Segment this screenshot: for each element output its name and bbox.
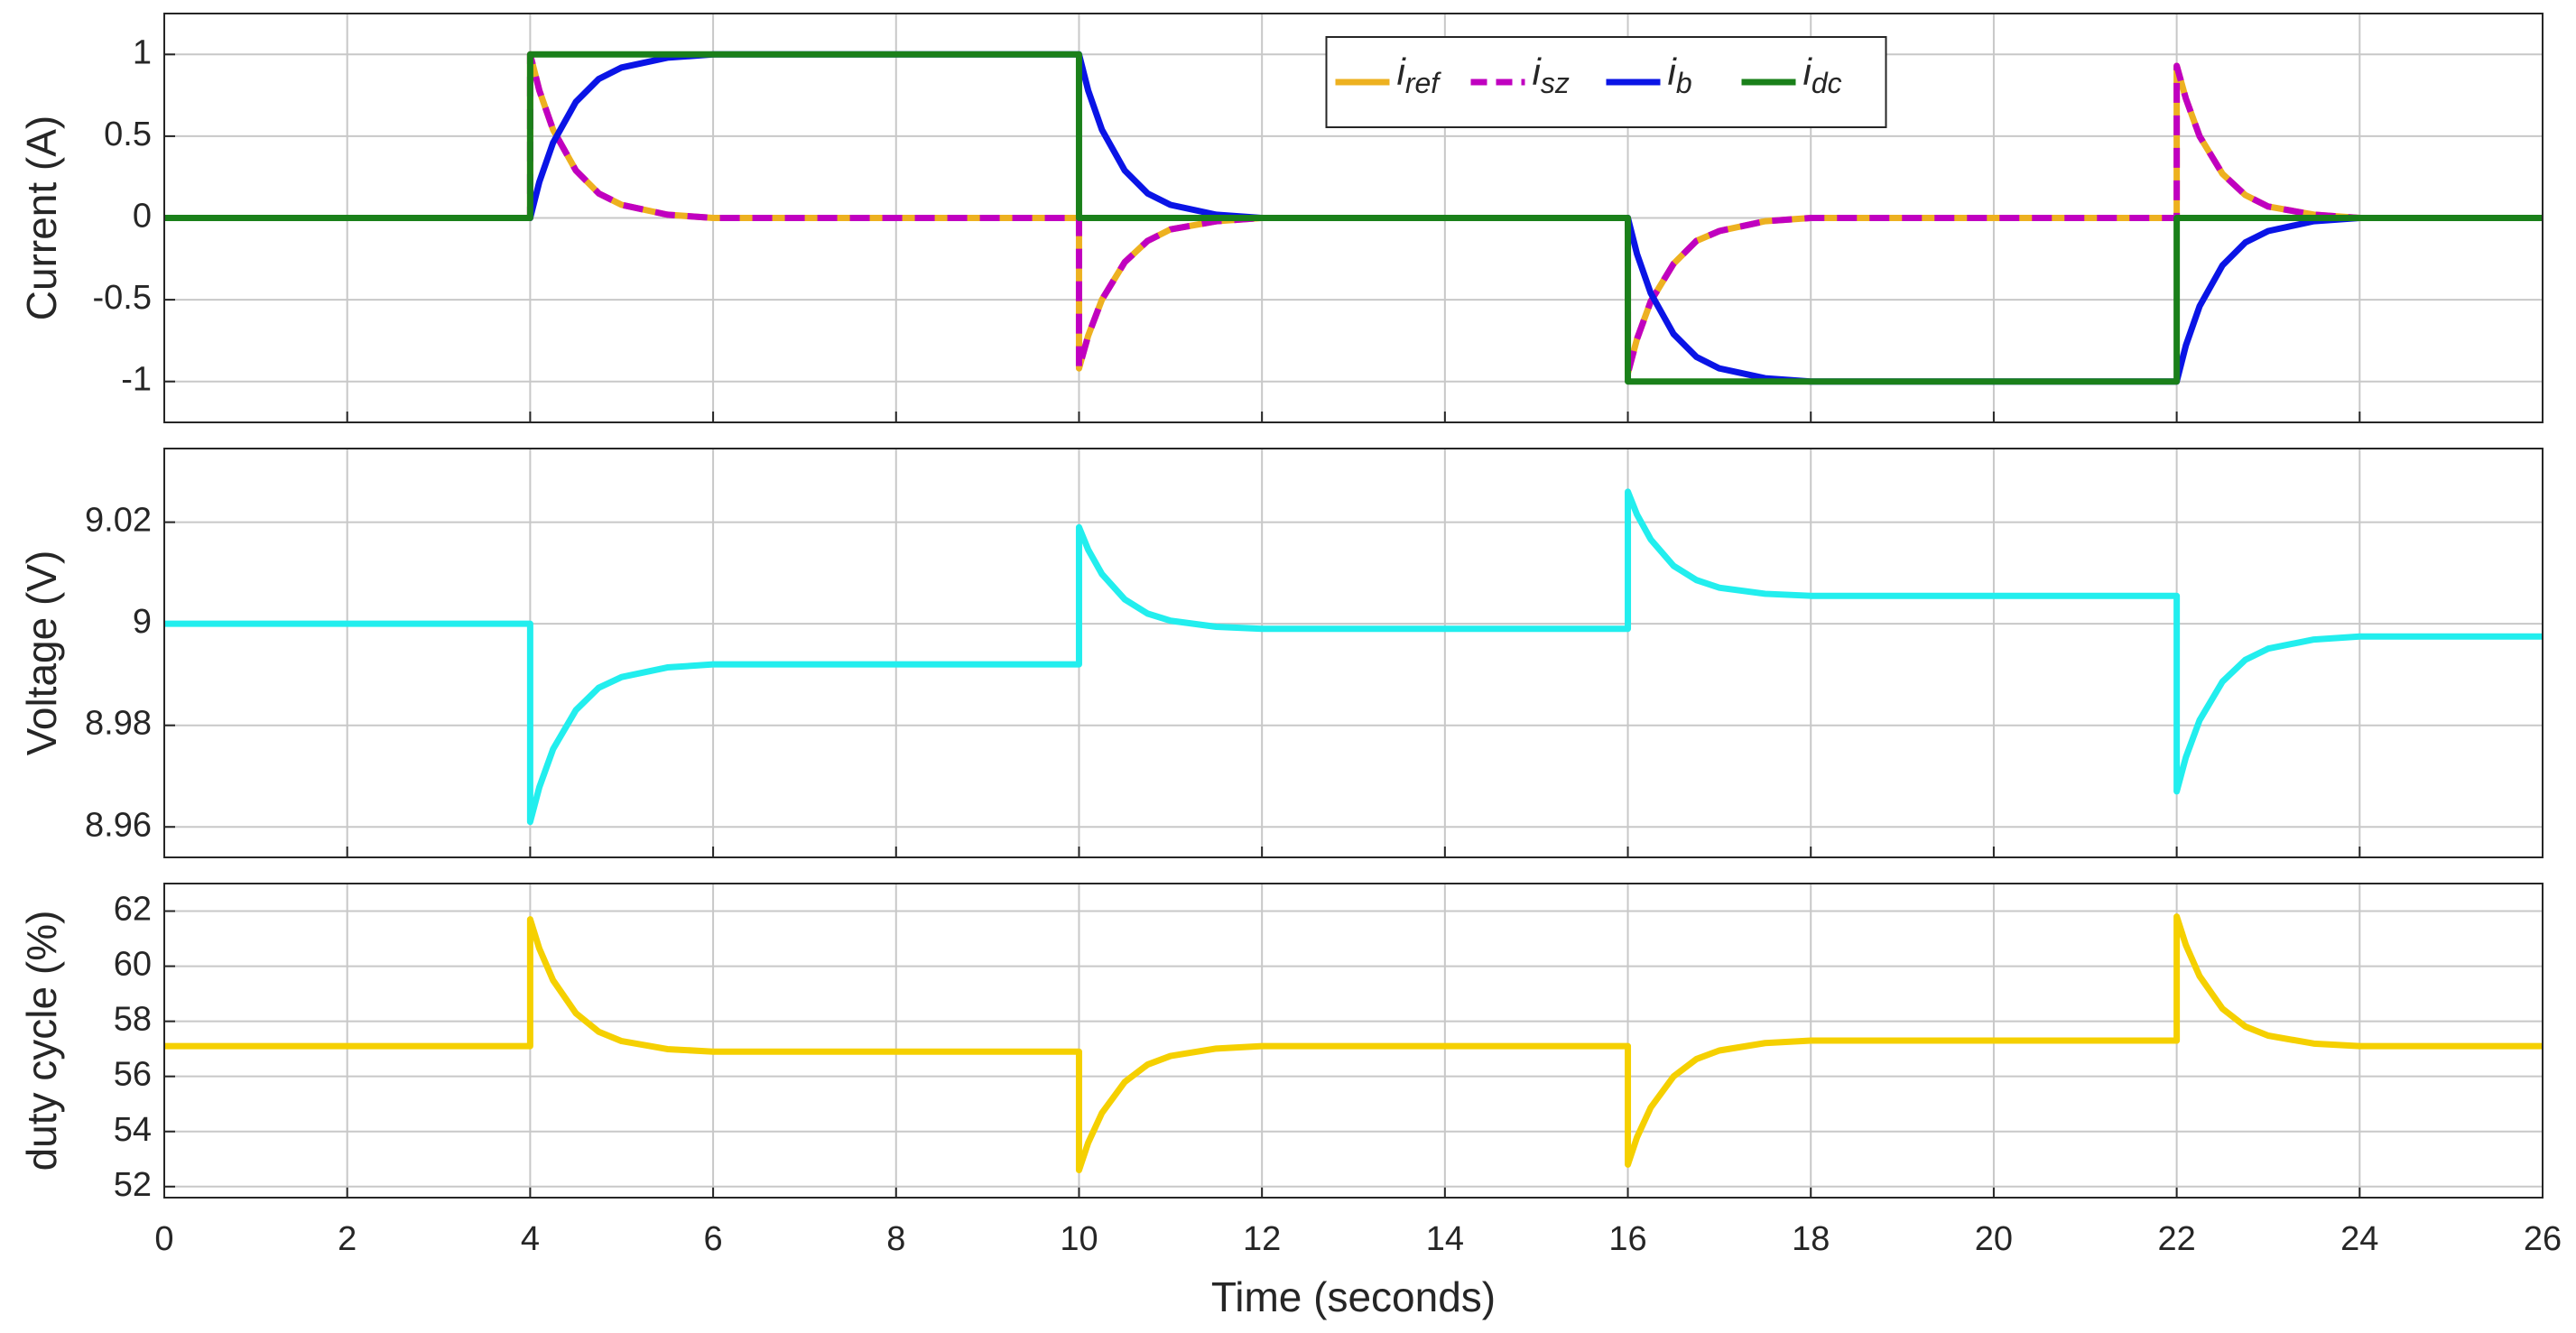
y-tick-label: 60 bbox=[114, 946, 152, 984]
legend-label: ib bbox=[1668, 51, 1692, 99]
plot-frame bbox=[163, 883, 2544, 1199]
y-tick-label: 0.5 bbox=[104, 116, 152, 153]
x-tick-label: 24 bbox=[2340, 1220, 2378, 1258]
legend-label: iref bbox=[1397, 51, 1442, 99]
x-tick-label: 18 bbox=[1792, 1220, 1830, 1258]
x-tick-label: 22 bbox=[2157, 1220, 2195, 1258]
plot-frame bbox=[163, 13, 2544, 423]
series-line bbox=[164, 913, 2543, 1173]
x-tick-label: 10 bbox=[1060, 1220, 1098, 1258]
legend-label: idc bbox=[1803, 51, 1842, 99]
y-tick-label: -1 bbox=[121, 361, 152, 399]
x-tick-label: 4 bbox=[521, 1220, 540, 1258]
x-tick-label: 14 bbox=[1426, 1220, 1464, 1258]
series-line bbox=[164, 488, 2543, 826]
plot-area bbox=[164, 449, 2543, 857]
legend-label: isz bbox=[1533, 51, 1570, 99]
x-tick-label: 8 bbox=[886, 1220, 905, 1258]
x-tick-label: 6 bbox=[704, 1220, 723, 1258]
x-tick-label: 16 bbox=[1608, 1220, 1646, 1258]
x-tick-label: 20 bbox=[1975, 1220, 2013, 1258]
plot-area bbox=[164, 884, 2543, 1198]
y-axis-label: duty cycle (%) bbox=[18, 911, 65, 1171]
x-tick-label: 12 bbox=[1243, 1220, 1281, 1258]
y-axis-label: Current (A) bbox=[18, 116, 65, 320]
y-tick-label: 62 bbox=[114, 891, 152, 929]
plot-frame bbox=[163, 448, 2544, 858]
y-tick-label: -0.5 bbox=[93, 279, 152, 317]
y-axis-label: Voltage (V) bbox=[18, 551, 65, 756]
y-tick-label: 52 bbox=[114, 1166, 152, 1204]
y-tick-label: 1 bbox=[133, 33, 152, 71]
x-tick-label: 2 bbox=[338, 1220, 357, 1258]
y-tick-label: 58 bbox=[114, 1001, 152, 1039]
y-tick-label: 0 bbox=[133, 198, 152, 236]
x-tick-label: 0 bbox=[154, 1220, 173, 1258]
y-tick-label: 8.98 bbox=[85, 705, 152, 743]
y-tick-label: 56 bbox=[114, 1056, 152, 1094]
y-tick-label: 9.02 bbox=[85, 502, 152, 540]
y-tick-label: 9 bbox=[133, 603, 152, 641]
y-tick-label: 54 bbox=[114, 1111, 152, 1149]
series-line bbox=[164, 51, 2543, 385]
x-tick-label: 26 bbox=[2524, 1220, 2562, 1258]
y-tick-label: 8.96 bbox=[85, 806, 152, 844]
x-axis-label: Time (seconds) bbox=[1211, 1273, 1496, 1320]
